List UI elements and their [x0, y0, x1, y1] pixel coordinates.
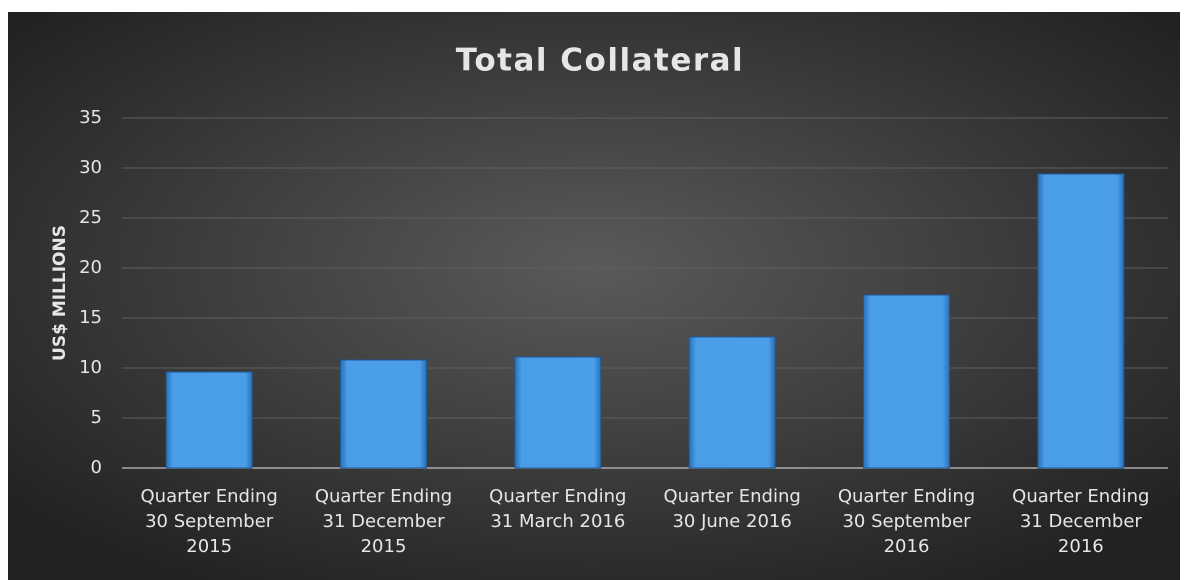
bar: [165, 371, 253, 469]
bar: [688, 336, 776, 469]
x-tick-label: Quarter Ending 30 September 2016: [837, 486, 976, 557]
x-tick-label: Quarter Ending 31 December 2016: [1012, 486, 1150, 557]
y-tick-label: 35: [79, 107, 102, 128]
y-tick-label: 5: [91, 407, 102, 428]
bar: [863, 294, 950, 469]
background: [8, 12, 1180, 580]
y-tick-label: 0: [91, 457, 102, 478]
y-tick-label: 20: [79, 257, 102, 278]
y-tick-label: 25: [79, 207, 102, 228]
bar: [340, 359, 427, 469]
chart-title: Total Collateral: [456, 43, 744, 79]
y-axis-title: US$ MILLIONS: [50, 225, 70, 361]
x-tick-label: Quarter Ending 31 December 2015: [314, 486, 453, 557]
bar: [514, 356, 602, 469]
x-tick-label: Quarter Ending 30 September 2015: [140, 486, 278, 557]
x-tick-label: Quarter Ending 30 June 2016: [663, 486, 801, 532]
y-tick-label: 30: [79, 157, 102, 178]
y-tick-label: 15: [79, 307, 102, 328]
y-tick-label: 10: [79, 357, 102, 378]
x-tick-label: Quarter Ending 31 March 2016: [489, 486, 627, 532]
bar: [1037, 173, 1125, 469]
